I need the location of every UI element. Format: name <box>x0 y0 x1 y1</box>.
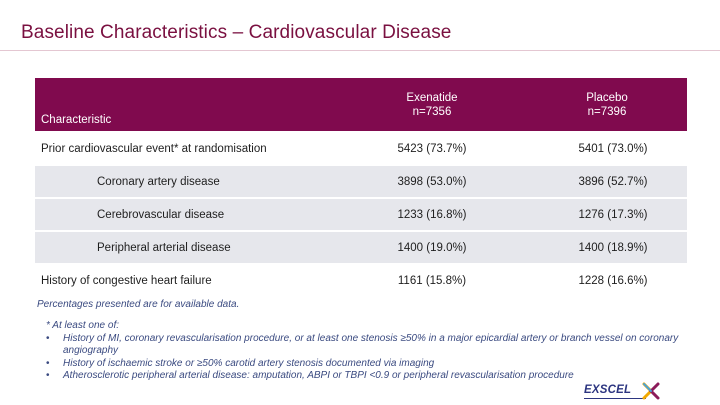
table-row: Prior cardiovascular event* at randomisa… <box>35 133 687 166</box>
exscel-logo: EXSCEL <box>584 380 662 400</box>
footnote-item-text: History of ischaemic stroke or ≥50% caro… <box>63 357 435 369</box>
row-label: Cerebrovascular disease <box>35 199 337 232</box>
header-characteristic: Characteristic <box>35 78 337 133</box>
footnote-item-text: History of MI, coronary revascularisatio… <box>63 332 679 357</box>
footnote-item: • Atherosclerotic peripheral arterial di… <box>46 370 706 383</box>
header-placebo: Placebo n=7396 <box>527 78 687 133</box>
footnote: * At least one of: • History of MI, coro… <box>46 320 706 383</box>
footnote-item-text: Atherosclerotic peripheral arterial dise… <box>63 370 574 382</box>
row-placebo-value: 3896 (52.7%) <box>527 166 687 199</box>
footnote-item: • History of ischaemic stroke or ≥50% ca… <box>46 358 706 371</box>
row-placebo-value: 1276 (17.3%) <box>527 199 687 232</box>
row-label: Prior cardiovascular event* at randomisa… <box>35 133 337 166</box>
table-row: Cerebrovascular disease 1233 (16.8%) 127… <box>35 199 687 232</box>
row-exenatide-value: 5423 (73.7%) <box>337 133 527 166</box>
row-label: Peripheral arterial disease <box>35 232 337 265</box>
footnote-item: • History of MI, coronary revascularisat… <box>46 333 706 358</box>
row-placebo-value: 1228 (16.6%) <box>527 265 687 298</box>
table-row: Peripheral arterial disease 1400 (19.0%)… <box>35 232 687 265</box>
row-exenatide-value: 1400 (19.0%) <box>337 232 527 265</box>
row-exenatide-value: 1233 (16.8%) <box>337 199 527 232</box>
footnote-intro: * At least one of: <box>46 320 120 331</box>
bullet-icon: • <box>46 332 50 344</box>
title-divider <box>0 50 720 51</box>
baseline-characteristics-table: Characteristic Exenatide n=7356 Placebo … <box>35 78 687 298</box>
table-row: Coronary artery disease 3898 (53.0%) 389… <box>35 166 687 199</box>
row-placebo-value: 5401 (73.0%) <box>527 133 687 166</box>
logo-underline <box>584 398 646 399</box>
table-header-row: Characteristic Exenatide n=7356 Placebo … <box>35 78 687 133</box>
header-exenatide: Exenatide n=7356 <box>337 78 527 133</box>
page-title: Baseline Characteristics – Cardiovascula… <box>21 22 452 43</box>
table-row: History of congestive heart failure 1161… <box>35 265 687 298</box>
row-placebo-value: 1400 (18.9%) <box>527 232 687 265</box>
logo-mark-icon <box>642 382 660 400</box>
row-exenatide-value: 1161 (15.8%) <box>337 265 527 298</box>
header-exenatide-name: Exenatide <box>406 91 458 104</box>
logo-wordmark: EXSCEL <box>584 384 632 396</box>
data-availability-note: Percentages presented are for available … <box>37 299 240 310</box>
header-exenatide-n: n=7356 <box>412 105 452 118</box>
header-placebo-name: Placebo <box>586 91 628 104</box>
row-label: History of congestive heart failure <box>35 265 337 298</box>
row-exenatide-value: 3898 (53.0%) <box>337 166 527 199</box>
bullet-icon: • <box>46 357 50 369</box>
header-placebo-n: n=7396 <box>587 105 627 118</box>
footnote-list: • History of MI, coronary revascularisat… <box>46 333 706 383</box>
row-label: Coronary artery disease <box>35 166 337 199</box>
bullet-icon: • <box>46 370 50 382</box>
